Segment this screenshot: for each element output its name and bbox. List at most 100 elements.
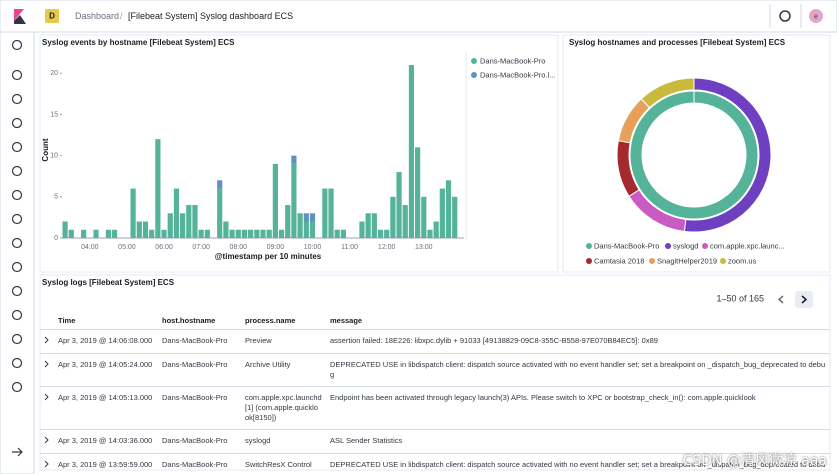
bar: [402, 205, 408, 238]
bar: [408, 65, 415, 238]
y-tick-label: 20: [50, 70, 58, 77]
nav-icon[interactable]: [11, 69, 23, 81]
table-cell: com.apple.xpc.launchd[1] (com.apple.quic…: [241, 386, 326, 430]
legend-label[interactable]: Dans-MacBook-Pro.l...: [480, 70, 555, 79]
kibana-logo[interactable]: [14, 9, 24, 21]
nav-icon[interactable]: [11, 333, 23, 345]
legend-label[interactable]: syslogd: [673, 241, 698, 250]
next-page[interactable]: [801, 295, 808, 304]
collapse-nav[interactable]: [12, 447, 23, 457]
x-tick-label: 09:00: [267, 244, 285, 251]
nav-icon[interactable]: [11, 381, 23, 393]
nav-icon[interactable]: [11, 309, 23, 321]
next-page-button[interactable]: [795, 291, 813, 308]
bar: [390, 196, 396, 238]
chevron: [44, 360, 49, 368]
legend-swatch[interactable]: [720, 258, 726, 264]
legend-swatch[interactable]: [586, 258, 592, 264]
table-cell: DEPRECATED USE in libdispatch client: di…: [326, 353, 830, 387]
bar: [334, 229, 340, 238]
bar: [198, 229, 204, 238]
nav-icon[interactable]: [11, 357, 23, 369]
table-cell: Dans-MacBook-Pro: [158, 429, 241, 454]
chevron: [44, 336, 49, 344]
table-row: Apr 3, 2019 @ 14:05:24.000 Dans-MacBook-P…: [40, 353, 830, 387]
bar: [421, 196, 427, 238]
bar: [365, 213, 371, 238]
table-cell: Apr 3, 2019 @ 14:06:08.000: [54, 329, 158, 354]
nav-icon[interactable]: [11, 189, 23, 201]
panel-title: Syslog hostnames and processes [Filebeat…: [569, 38, 786, 47]
expand-header: [40, 312, 54, 330]
legend-label[interactable]: Dans-MacBook-Pro: [480, 56, 545, 65]
legend-label[interactable]: zoom.us: [728, 256, 757, 265]
legend-swatch[interactable]: [586, 243, 592, 249]
legend-label[interactable]: SnagitHelper2019: [657, 256, 717, 265]
expand-toggle[interactable]: [40, 453, 54, 470]
bar: [155, 139, 161, 238]
column-header[interactable]: host.hostname: [158, 312, 241, 330]
x-tick-label: 07:00: [192, 244, 210, 251]
legend-label[interactable]: Dans-MacBook-Pro: [594, 241, 659, 250]
table: Time host.hostname process.name message …: [40, 312, 830, 470]
prev-page[interactable]: [777, 295, 784, 304]
expand-toggle[interactable]: [40, 353, 54, 387]
help-icon[interactable]: [779, 10, 791, 22]
bar: [433, 221, 439, 238]
table-row: Apr 3, 2019 @ 13:59:59.000 Dans-MacBook-P…: [40, 453, 830, 470]
nav-icon[interactable]: [11, 117, 23, 129]
x-tick-label: 11:00: [341, 244, 358, 251]
bar: [217, 188, 223, 238]
column-header[interactable]: message: [326, 312, 830, 330]
nav-icon[interactable]: [11, 141, 23, 153]
chevron: [44, 393, 49, 401]
bar: [68, 229, 74, 238]
bar: [377, 229, 384, 238]
breadcrumb[interactable]: Dashboard: [75, 11, 119, 21]
table-cell: Dans-MacBook-Pro: [158, 453, 241, 470]
table-cell: Dans-MacBook-Pro: [158, 329, 241, 354]
breadcrumb-separator: /: [120, 11, 123, 21]
column-header[interactable]: Time: [54, 312, 158, 330]
table-row: Apr 3, 2019 @ 14:06:08.000 Dans-MacBook-P…: [40, 329, 830, 354]
x-tick-label: 13:00: [415, 244, 433, 251]
nav-icon[interactable]: [11, 165, 23, 177]
bar: [309, 221, 316, 238]
nav-icon[interactable]: [11, 285, 23, 297]
chevron: [44, 436, 49, 444]
space-badge[interactable]: [45, 9, 59, 23]
nav-icon[interactable]: [11, 93, 23, 105]
bar: [130, 188, 136, 238]
nav-icon[interactable]: [11, 237, 23, 249]
bar: [217, 180, 223, 189]
pagination: 1–50 of 165: [716, 293, 764, 303]
nav-icon[interactable]: [11, 213, 23, 225]
avatar[interactable]: [809, 9, 823, 23]
nav-icon[interactable]: [11, 39, 23, 51]
x-tick-label: 06:00: [155, 244, 173, 251]
donut-slice[interactable]: [629, 90, 759, 220]
column-header[interactable]: process.name: [241, 312, 326, 330]
bar: [241, 229, 248, 238]
x-tick-label: 05:00: [118, 244, 136, 251]
donut-slice[interactable]: [640, 77, 695, 109]
y-tick-label: 5: [54, 194, 58, 201]
expand-toggle[interactable]: [40, 429, 54, 454]
expand-toggle[interactable]: [40, 329, 54, 354]
legend-label[interactable]: com.apple.xpc.launc...: [710, 241, 785, 250]
legend-swatch[interactable]: [702, 243, 708, 249]
panel-title: Syslog logs [Filebeat System] ECS: [42, 278, 175, 287]
nav-icon[interactable]: [11, 261, 23, 273]
legend-swatch[interactable]: [649, 258, 655, 264]
bar: [427, 229, 433, 238]
y-tick-label: 0: [54, 235, 58, 242]
bar: [291, 163, 297, 238]
bar: [384, 229, 390, 238]
legend-swatch[interactable]: [665, 243, 671, 249]
legend-swatch[interactable]: [471, 58, 477, 64]
panel-title: Syslog events by hostname [Filebeat Syst…: [42, 38, 235, 47]
legend-label[interactable]: Camtasia 2018: [594, 256, 644, 265]
expand-toggle[interactable]: [40, 386, 54, 430]
legend-swatch[interactable]: [471, 72, 477, 78]
bar: [81, 229, 87, 238]
